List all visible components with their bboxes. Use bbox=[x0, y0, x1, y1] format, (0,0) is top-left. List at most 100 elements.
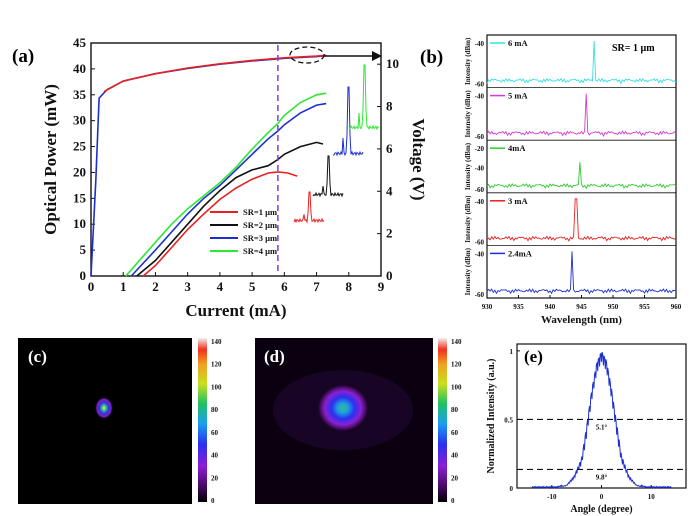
panel-b-legend-label: 5 mA bbox=[508, 91, 528, 101]
panel-a-xtick-label: 0 bbox=[88, 279, 95, 294]
panel-a-inset-spectrum bbox=[332, 86, 364, 157]
colorbar-tick-label: 140 bbox=[451, 338, 462, 346]
panel-a-xlabel: Current (mA) bbox=[185, 301, 286, 320]
panel-b-title: SR= 1 µm bbox=[612, 43, 655, 54]
panel-b-ytick-label: -60 bbox=[475, 186, 485, 194]
panel-a-xtick-label: 2 bbox=[152, 279, 159, 294]
panel-a-xtick-label: 7 bbox=[313, 279, 320, 294]
panel-a-ytick-label: 15 bbox=[73, 190, 87, 205]
panel-a-ytick-label: 45 bbox=[73, 35, 87, 50]
panel-b-spectrum-line bbox=[486, 198, 677, 242]
panel-b-ytick-label: -20 bbox=[475, 145, 485, 153]
panel-b-ytick-label: -60 bbox=[475, 238, 485, 246]
panel-a-series-line bbox=[142, 171, 298, 277]
panel-a-xtick-label: 3 bbox=[184, 279, 191, 294]
panel-e-ytick-label: 1 bbox=[510, 348, 514, 356]
panel-a-ellipse-marker bbox=[289, 46, 325, 64]
panel-a-xtick-label: 1 bbox=[120, 279, 127, 294]
panel-b-xtick-label: 930 bbox=[482, 303, 493, 311]
panel-a-xtick-label: 4 bbox=[217, 279, 224, 294]
panel-e-ytick-label: 0 bbox=[510, 485, 514, 493]
panel-b-label: (b) bbox=[420, 47, 443, 68]
panel-a-legend-label: SR=4 µm bbox=[243, 246, 277, 256]
panel-a-inset-spectrum bbox=[348, 64, 380, 131]
panel-d-heatmap: (d) 140 120 100 80 60 40 20 0 bbox=[255, 338, 462, 505]
panel-b-xtick-label: 955 bbox=[639, 303, 650, 311]
panel-a-series-line bbox=[90, 54, 327, 277]
panel-d-beam-spot bbox=[317, 384, 369, 432]
panel-b-ylabel: Intensity (dBm) bbox=[464, 195, 472, 243]
panel-a-inset-spectrum bbox=[293, 191, 325, 224]
panel-b-ytick-label: -40 bbox=[475, 40, 485, 48]
colorbar-tick-label: 20 bbox=[451, 474, 459, 482]
panel-e-ytick-label: 0.5 bbox=[504, 416, 513, 424]
panel-b-xtick-label: 935 bbox=[513, 303, 524, 311]
panel-a-legend-label: SR=2 µm bbox=[243, 220, 277, 230]
colorbar-tick-label: 80 bbox=[451, 406, 459, 414]
panel-e-xtick-label: 10 bbox=[648, 493, 656, 501]
panel-b-ytick-label: -40 bbox=[475, 165, 485, 173]
colorbar-tick-label: 120 bbox=[211, 361, 222, 369]
panel-e-annotation-label: 9.8° bbox=[596, 473, 608, 481]
panel-e-chart: (e) -10 0 10 0 0.5 1 Angle (degree) Normalized I… bbox=[486, 343, 687, 515]
panel-b-xtick-label: 960 bbox=[671, 303, 682, 311]
panel-c-image bbox=[18, 338, 192, 504]
panel-a-ytick-label: 10 bbox=[73, 216, 86, 231]
panel-d-colorbar bbox=[438, 338, 447, 502]
panel-b-xtick-label: 945 bbox=[576, 303, 587, 311]
panel-a-y2tick-label: 2 bbox=[386, 226, 393, 241]
panel-b-ytick-label: -40 bbox=[475, 198, 485, 206]
panel-a-y2label: Voltage (V) bbox=[409, 119, 428, 201]
panel-a-series-line bbox=[125, 92, 327, 277]
panel-e-xtick-label: 0 bbox=[600, 493, 604, 501]
panel-a-label: (a) bbox=[12, 46, 34, 67]
panel-b-ylabel: Intensity (dBm) bbox=[464, 247, 472, 295]
panel-a-ytick-label: 0 bbox=[80, 268, 87, 283]
panel-b-xtick-label: 950 bbox=[608, 303, 619, 311]
panel-b-legend-label: 4mA bbox=[508, 143, 526, 153]
panel-a-xtick-label: 5 bbox=[249, 279, 256, 294]
panel-e-xtick-label: -10 bbox=[547, 493, 557, 501]
panel-a-ytick-label: 40 bbox=[73, 61, 86, 76]
panel-b-ytick-label: -60 bbox=[475, 291, 485, 299]
panel-a-xtick-label: 9 bbox=[378, 279, 385, 294]
panel-b-ylabel: Intensity (dBm) bbox=[464, 90, 472, 138]
panel-b-ylabel: Intensity (dBm) bbox=[464, 142, 472, 190]
panel-a-legend-label: SR=1 µm bbox=[243, 207, 277, 217]
panel-a-chart: (a)0 1 2 3 4 5 6 7 8 90510152025303540450246810Cu… bbox=[12, 35, 428, 320]
colorbar-tick-label: 100 bbox=[211, 383, 222, 391]
colorbar-tick-label: 140 bbox=[211, 338, 222, 346]
panel-a-ytick-label: 35 bbox=[73, 87, 87, 102]
panel-a-y2tick-label: 0 bbox=[386, 268, 393, 283]
panel-c-beam-spot bbox=[95, 397, 113, 419]
panel-a-series-line bbox=[103, 54, 327, 93]
panel-a-series-line bbox=[136, 141, 324, 277]
panel-a-xtick-label: 6 bbox=[281, 279, 288, 294]
panel-a-ytick-label: 25 bbox=[73, 139, 87, 154]
panel-a-y2tick-label: 6 bbox=[386, 141, 393, 156]
panel-e-label: (e) bbox=[524, 347, 543, 366]
panel-a-series-line bbox=[130, 102, 327, 277]
colorbar-tick-label: 60 bbox=[211, 429, 219, 437]
panel-b-xlabel: Wavelength (nm) bbox=[541, 314, 622, 326]
panel-a-y2tick-label: 10 bbox=[386, 56, 399, 71]
colorbar-tick-label: 40 bbox=[211, 452, 219, 460]
panel-b-ytick-label: -40 bbox=[475, 93, 485, 101]
panel-b-legend-label: 6 mA bbox=[508, 38, 528, 48]
panel-a-ylabel: Optical Power (mW) bbox=[41, 84, 60, 235]
panel-b-spectrum-line bbox=[486, 162, 677, 190]
panel-a-arrow-head bbox=[372, 51, 382, 61]
panel-a-inset-spectrum bbox=[312, 155, 344, 198]
panel-a-ytick-label: 5 bbox=[80, 242, 87, 257]
panel-a-ytick-label: 30 bbox=[73, 113, 86, 128]
panel-e-annotation-label: 5.1° bbox=[596, 423, 608, 431]
colorbar-tick-label: 60 bbox=[451, 429, 459, 437]
colorbar-tick-label: 80 bbox=[211, 406, 219, 414]
panel-a-y2tick-label: 4 bbox=[386, 183, 393, 198]
panel-b-xtick-label: 940 bbox=[545, 303, 556, 311]
panel-b-ytick-label: -40 bbox=[475, 250, 485, 258]
panel-a-y2tick-label: 8 bbox=[386, 99, 393, 114]
panel-c-label: (c) bbox=[28, 347, 47, 366]
